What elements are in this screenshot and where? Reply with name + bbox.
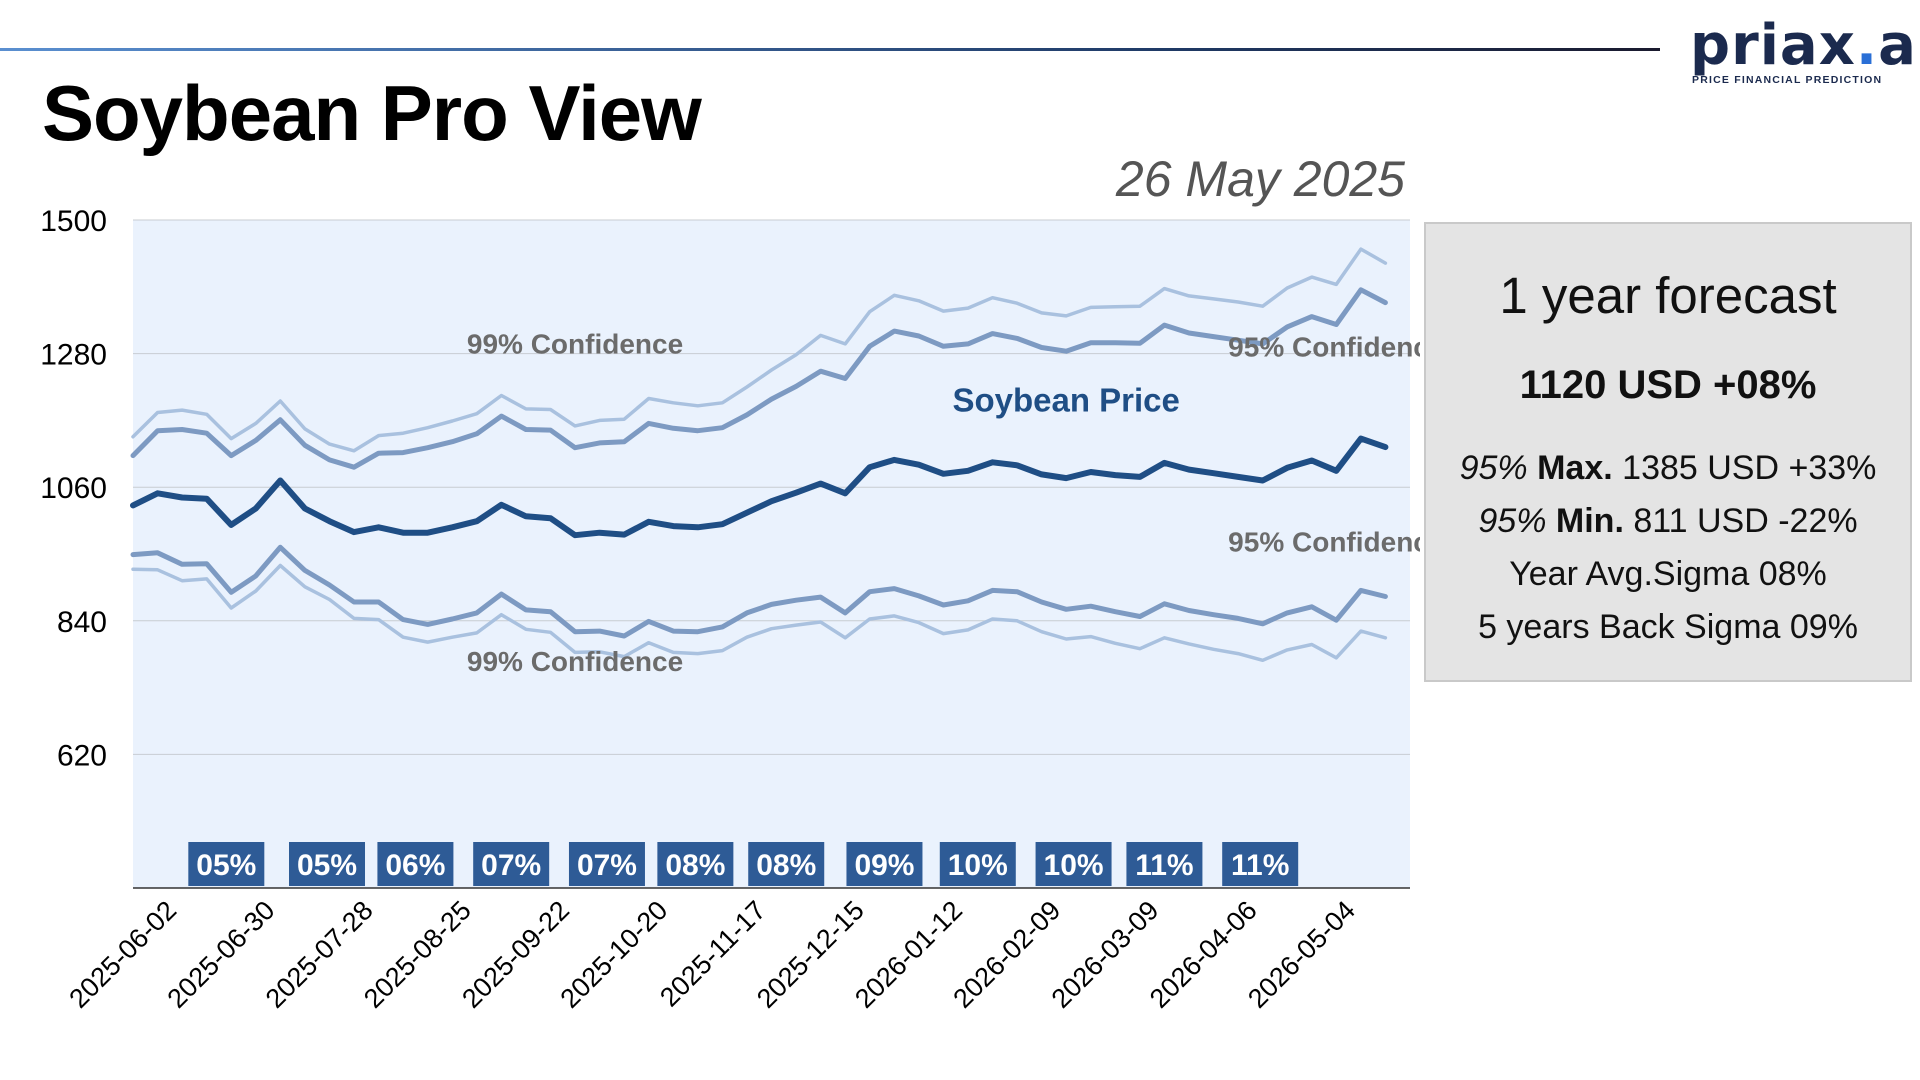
sigma-badge (846, 842, 923, 886)
sigma-badge-label: 05% (196, 849, 256, 882)
sigma-badge (1035, 842, 1112, 886)
y-tick-label: 620 (57, 739, 107, 772)
sigma-badge-label: 10% (948, 849, 1008, 882)
forecast-value: 1120 USD +08% (1519, 363, 1817, 407)
sigma-badge-label: 07% (481, 849, 541, 882)
sigma-badge-label: 11% (1135, 849, 1193, 882)
min-prefix: 95% (1478, 502, 1547, 540)
header-rule (0, 48, 1660, 51)
sigma-badge-label: 10% (1044, 849, 1104, 882)
sigma-badge-label: 08% (756, 849, 816, 882)
page-title: Soybean Pro View (42, 69, 702, 157)
series-annotation: 99% Confidence (467, 646, 683, 677)
series-line-upper-95 (130, 287, 1388, 470)
sigma-badge-label: 11% (1231, 849, 1289, 882)
logo-wordmark: priax.ai (1690, 18, 1920, 74)
series-annotation: 99% Confidence (467, 329, 683, 360)
forecast-min: 95% Min. 811 USD -22% (1426, 495, 1910, 548)
series-line-price (130, 435, 1389, 539)
min-label: Min. (1555, 502, 1624, 540)
forecast-panel: 1 year forecast 1120 USD +08% 95% Max. 1… (1424, 222, 1912, 682)
sigma-badge (1222, 842, 1299, 886)
plot-area (133, 220, 1410, 888)
sigma-badge (939, 842, 1016, 886)
sigma-badge (1126, 842, 1203, 886)
back-sigma: 5 years Back Sigma 09% (1478, 608, 1858, 646)
priax-logo: priax.ai PRICE FINANCIAL PREDICTION (1690, 18, 1920, 88)
sigma-badge (377, 842, 454, 886)
sigma-badge (657, 842, 734, 886)
sigma-badge-label: 05% (297, 849, 357, 882)
sigma-badge-label: 07% (577, 849, 637, 882)
x-tick-label: 2025-10-20 (555, 895, 674, 1014)
series-line-lower-99 (131, 563, 1388, 663)
sigma-badge-label: 06% (385, 849, 445, 882)
min-value: 811 USD -22% (1633, 502, 1858, 540)
series-line-lower-95 (130, 544, 1388, 639)
logo-tagline: PRICE FINANCIAL PREDICTION (1692, 74, 1883, 86)
max-prefix: 95% (1459, 449, 1528, 487)
sigma-badge (748, 842, 825, 886)
max-value: 1385 USD +33% (1622, 449, 1877, 487)
forecast-title: 1 year forecast (1499, 267, 1837, 324)
max-label: Max. (1537, 449, 1613, 487)
x-tick-label: 2026-05-04 (1242, 895, 1361, 1014)
y-tick-label: 840 (57, 606, 107, 639)
report-date: 26 May 2025 (1115, 151, 1405, 207)
logo-dot: . (1855, 13, 1879, 78)
sigma-badge-label: 09% (854, 849, 914, 882)
forecast-max: 95% Max. 1385 USD +33% (1426, 442, 1910, 495)
series-annotation: Soybean Price (952, 381, 1179, 418)
series-annotation: 95% Confidence (1228, 332, 1420, 363)
series-annotation: 95% Confidence (1228, 527, 1420, 558)
y-tick-label: 1060 (40, 472, 107, 505)
sigma-badge (473, 842, 550, 886)
price-forecast-chart: 1500128010608406202025-06-022025-06-3020… (40, 205, 1420, 1014)
sigma-badge-label: 08% (665, 849, 725, 882)
sigma-badge (289, 842, 366, 886)
sigma-badge (188, 842, 265, 886)
y-tick-label: 1280 (40, 339, 107, 372)
y-tick-label: 1500 (40, 205, 107, 238)
logo-ai: ai (1878, 13, 1920, 78)
sigma-badge (568, 842, 645, 886)
year-avg-sigma: Year Avg.Sigma 08% (1509, 555, 1827, 593)
series-line-upper-99 (131, 247, 1388, 453)
logo-main: priax (1690, 13, 1856, 78)
